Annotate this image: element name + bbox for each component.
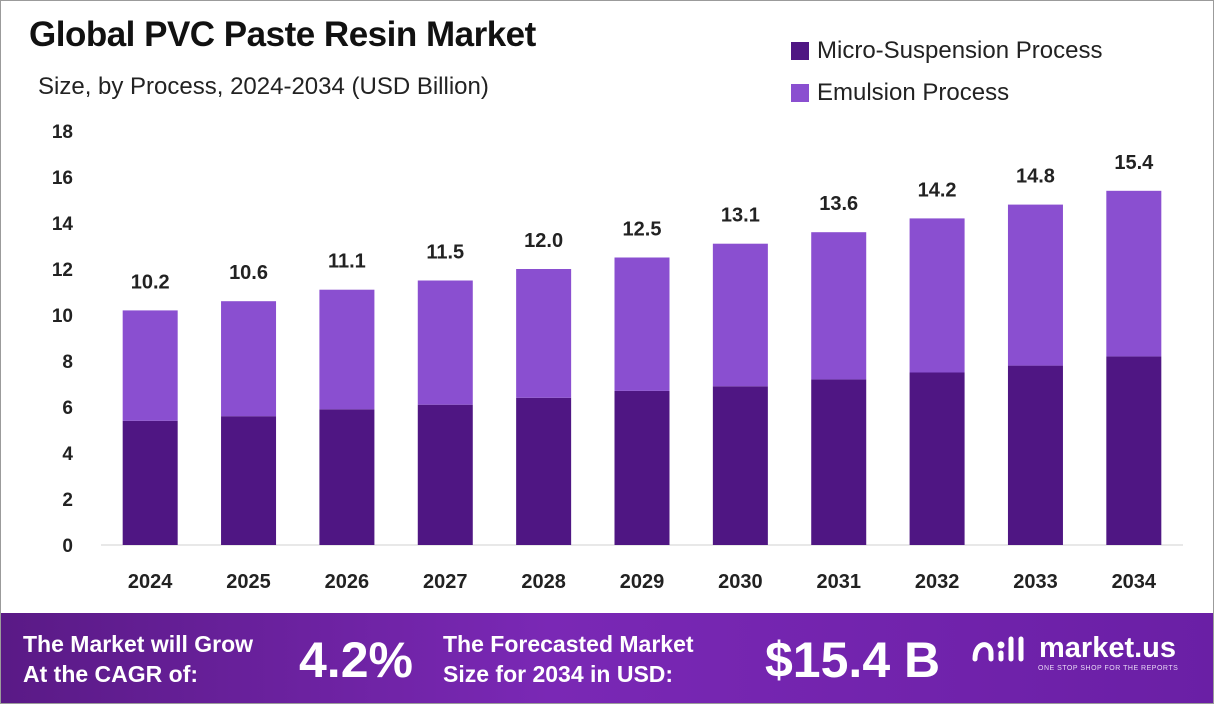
- x-tick-label: 2024: [128, 571, 173, 593]
- x-tick-label: 2034: [1112, 571, 1157, 593]
- bar-total-label: 13.1: [721, 205, 760, 227]
- bar-total-label: 10.2: [131, 271, 170, 293]
- y-tick-label: 18: [52, 122, 73, 143]
- bar-emulsion: [516, 269, 572, 398]
- bar-emulsion: [1106, 190, 1162, 357]
- forecast-label: The Forecasted Market Size for 2034 in U…: [443, 629, 694, 689]
- bar-emulsion: [221, 301, 277, 417]
- legend-label-emulsion: Emulsion Process: [817, 79, 1010, 106]
- bar-micro-suspension: [417, 404, 473, 545]
- y-tick-label: 6: [62, 398, 73, 419]
- y-tick-label: 0: [62, 536, 73, 557]
- x-tick-label: 2028: [521, 571, 566, 593]
- bar-total-label: 15.4: [1114, 152, 1154, 174]
- y-tick-label: 8: [62, 352, 73, 373]
- legend: Micro-Suspension Process Emulsion Proces…: [791, 37, 1102, 121]
- bar-micro-suspension: [516, 397, 572, 545]
- cagr-label: The Market will Grow At the CAGR of:: [23, 629, 253, 689]
- bar-total-label: 10.6: [229, 262, 268, 284]
- brand-tagline: ONE STOP SHOP FOR THE REPORTS: [1038, 665, 1179, 672]
- bar-emulsion: [909, 218, 965, 373]
- legend-item-micro-suspension: Micro-Suspension Process: [791, 37, 1102, 65]
- footer-banner: The Market will Grow At the CAGR of: 4.2…: [1, 613, 1213, 703]
- x-tick-label: 2030: [718, 571, 763, 593]
- y-tick-label: 4: [62, 444, 73, 465]
- bar-micro-suspension: [1106, 356, 1162, 545]
- x-tick-label: 2033: [1013, 571, 1058, 593]
- chart-title: Global PVC Paste Resin Market: [29, 15, 536, 54]
- bar-total-label: 12.5: [623, 219, 662, 241]
- y-tick-label: 12: [52, 260, 73, 281]
- x-tick-label: 2026: [325, 571, 370, 593]
- cagr-value: 4.2%: [299, 632, 413, 688]
- x-tick-label: 2032: [915, 571, 960, 593]
- cagr-label-line1: The Market will Grow: [23, 631, 254, 657]
- bar-micro-suspension: [909, 372, 965, 545]
- bar-emulsion: [122, 310, 178, 421]
- bar-chart: 0 2 4 6 8 10 12 14 16 18 10.2 2024 10.6 2025 11.1 2026 1…: [52, 122, 1183, 593]
- bar-total-label: 14.2: [918, 179, 957, 201]
- y-tick-label: 10: [52, 306, 73, 327]
- market-us-logo-icon: [972, 636, 1024, 662]
- bar-total-label: 11.5: [426, 242, 464, 264]
- bar-micro-suspension: [122, 420, 178, 545]
- legend-label-micro-suspension: Micro-Suspension Process: [817, 37, 1103, 64]
- bar-emulsion: [319, 289, 375, 410]
- bar-total-label: 13.6: [819, 193, 858, 215]
- bar-micro-suspension: [614, 390, 670, 545]
- bar-micro-suspension: [221, 416, 277, 545]
- x-tick-label: 2027: [423, 571, 468, 593]
- y-tick-label: 14: [52, 214, 74, 235]
- bar-micro-suspension: [712, 386, 768, 545]
- bar-micro-suspension: [1007, 365, 1063, 545]
- forecast-value: $15.4 B: [765, 632, 941, 688]
- bar-micro-suspension: [811, 379, 867, 545]
- x-tick-label: 2029: [620, 571, 665, 593]
- bar-total-label: 14.8: [1016, 166, 1055, 188]
- y-tick-label: 16: [52, 168, 73, 189]
- bar-total-label: 11.1: [328, 251, 366, 273]
- legend-item-emulsion: Emulsion Process: [791, 79, 1102, 107]
- brand-name: market.us: [1039, 632, 1177, 664]
- bar-emulsion: [614, 257, 670, 391]
- cagr-label-line2: At the CAGR of:: [23, 661, 199, 687]
- legend-swatch-emulsion: [791, 84, 809, 102]
- bar-total-label: 12.0: [524, 230, 563, 252]
- bar-emulsion: [417, 280, 473, 405]
- x-tick-label: 2031: [816, 571, 861, 593]
- legend-swatch-micro-suspension: [791, 42, 809, 60]
- x-tick-label: 2025: [226, 571, 271, 593]
- chart-subtitle: Size, by Process, 2024-2034 (USD Billion…: [38, 73, 489, 100]
- forecast-label-line2: Size for 2034 in USD:: [443, 661, 674, 687]
- bar-emulsion: [811, 232, 867, 380]
- y-tick-label: 2: [62, 490, 73, 511]
- bar-micro-suspension: [319, 409, 375, 545]
- bar-emulsion: [1007, 204, 1063, 366]
- brand-logo: market.us ONE STOP SHOP FOR THE REPORTS: [971, 631, 1178, 672]
- bar-emulsion: [712, 243, 768, 387]
- forecast-label-line1: The Forecasted Market: [443, 631, 694, 657]
